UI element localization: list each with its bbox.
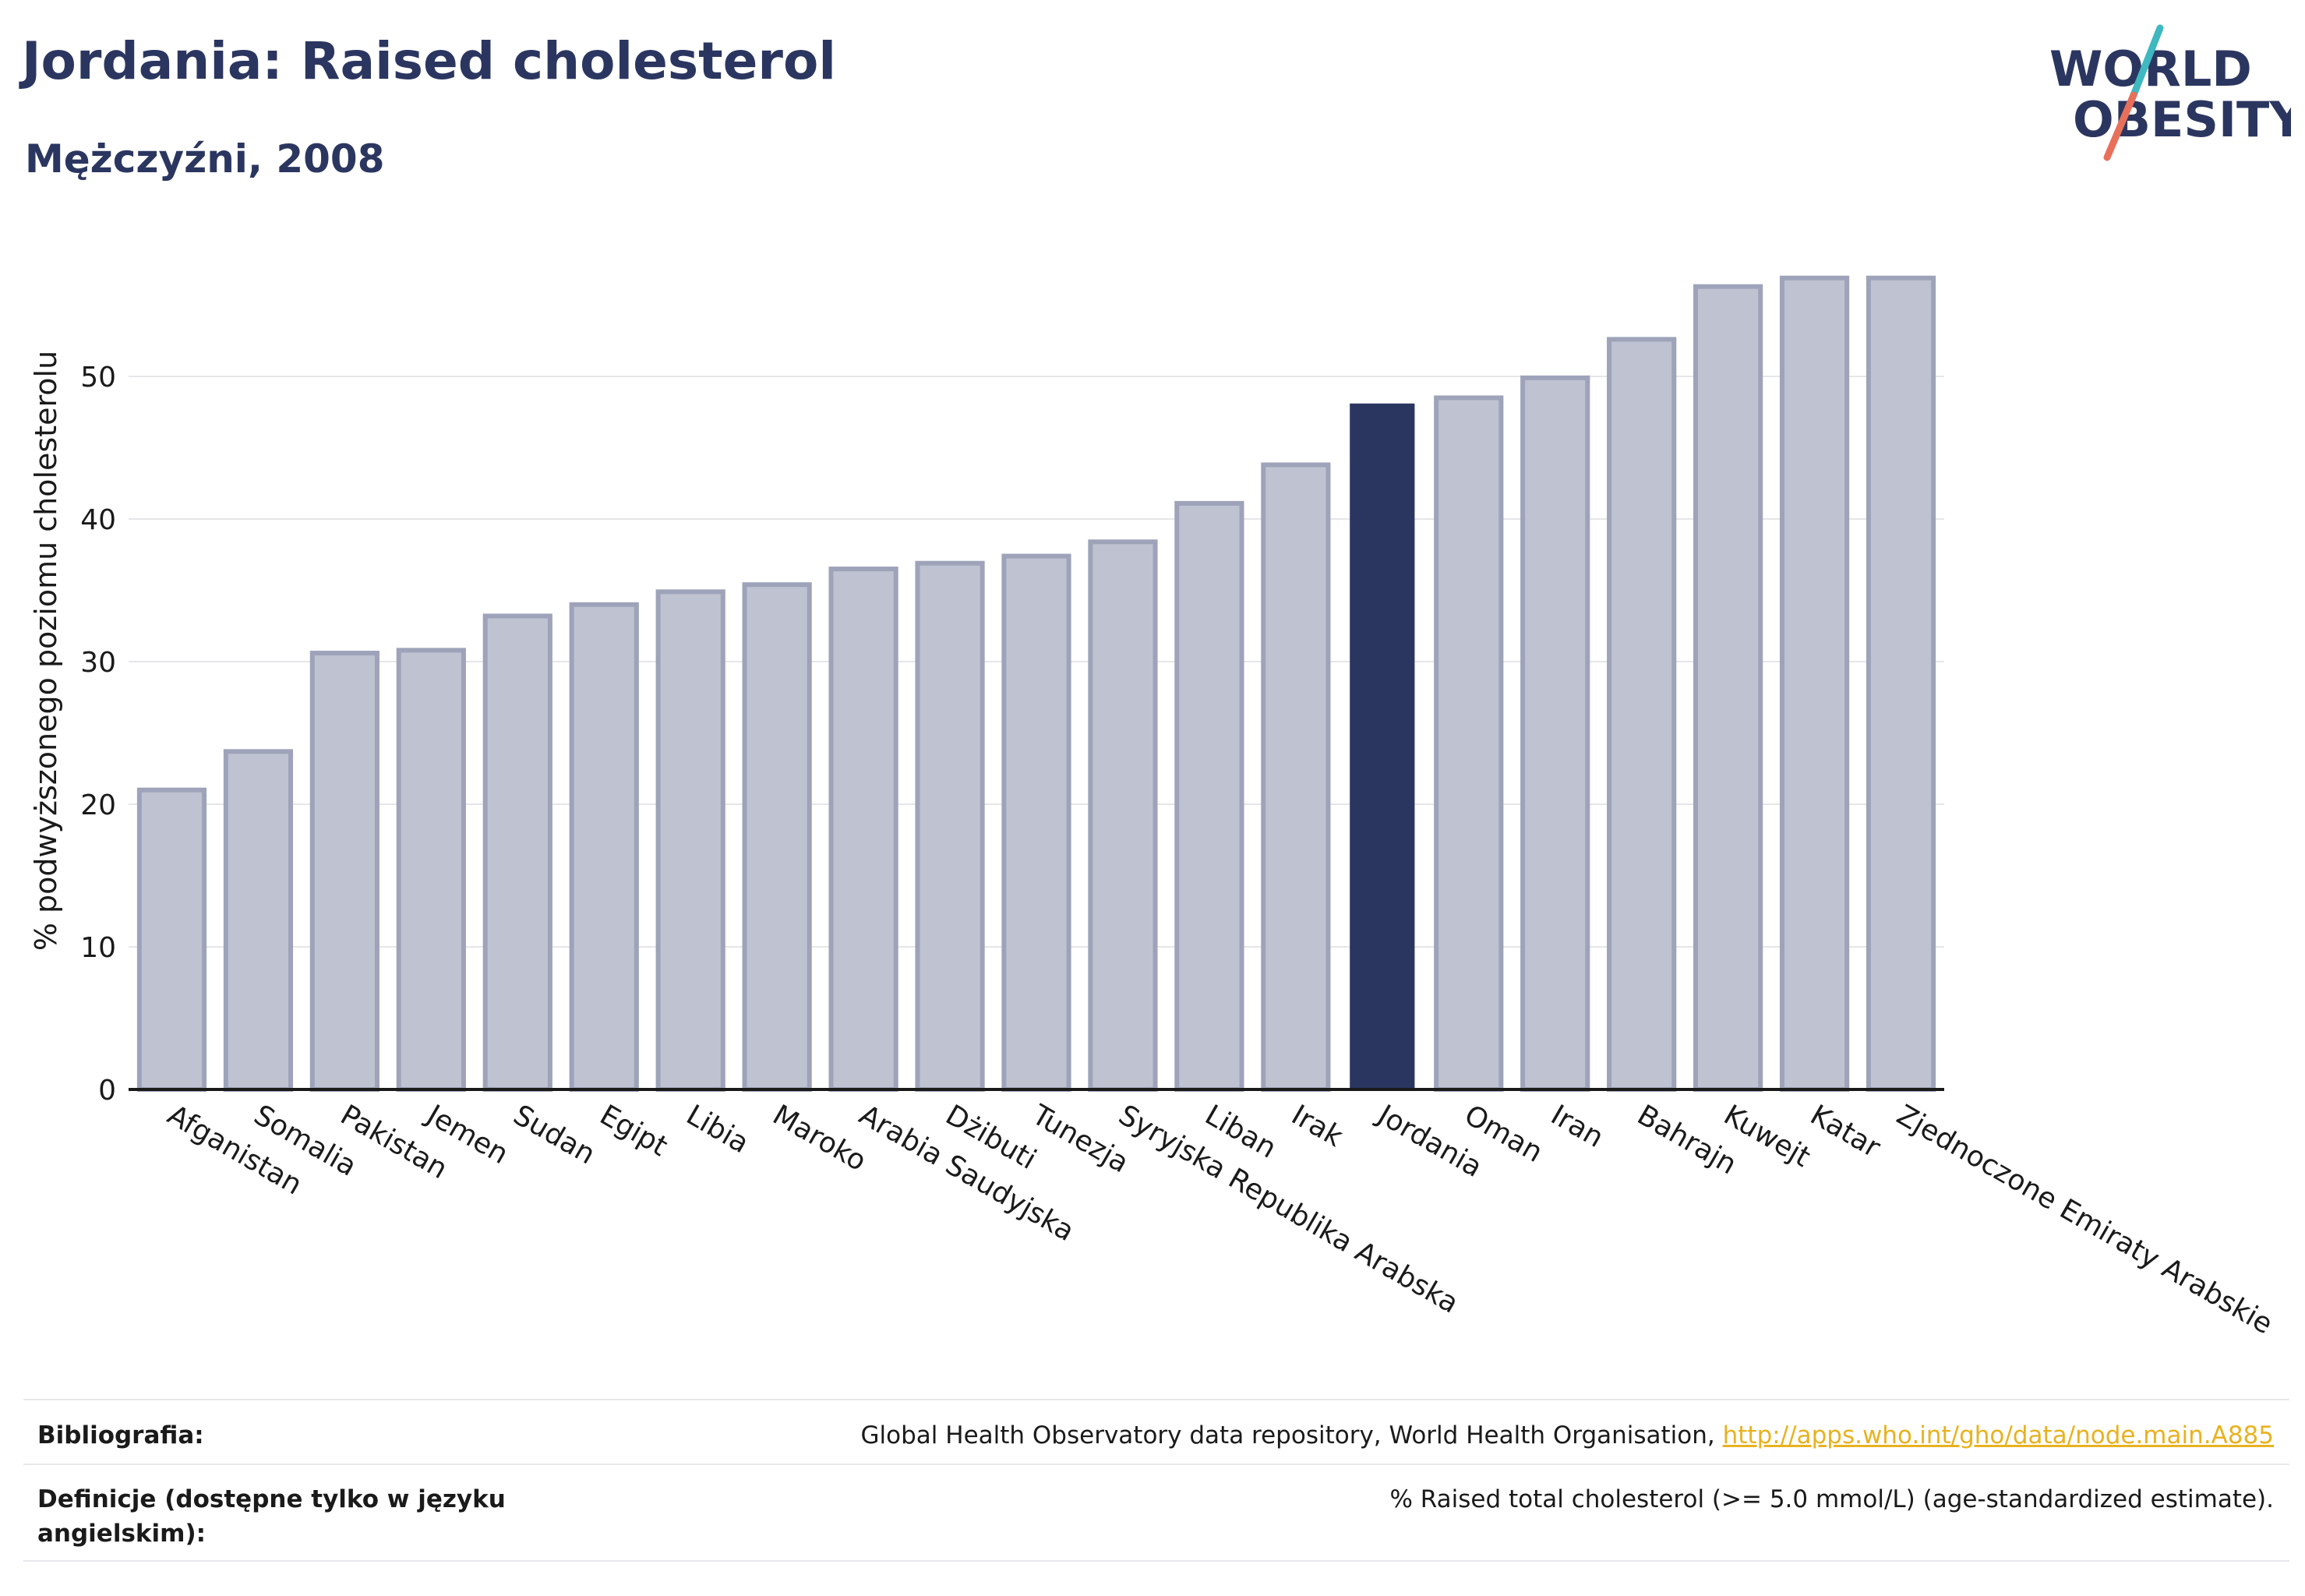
bar-liban[interactable] (1174, 500, 1244, 1092)
x-tick-label: Tunezja (1026, 1099, 1135, 1180)
bar-sudan[interactable] (482, 613, 552, 1092)
logo-slash-top (2130, 24, 2164, 99)
bar-somalia[interactable] (223, 749, 294, 1092)
bar-zjednoczone-emiraty-arabskie[interactable] (1866, 275, 1936, 1093)
bibliography-label: Bibliografia: (37, 1421, 204, 1449)
x-tick-label: Irak (1286, 1099, 1348, 1153)
bar-afganistan[interactable] (136, 787, 207, 1092)
bar-arabia-saudyjska[interactable] (828, 567, 898, 1092)
footer-divider-mid (23, 1464, 2289, 1465)
bar-egipt[interactable] (569, 602, 639, 1092)
definitions-label-line-2: angielskim): (37, 1520, 206, 1548)
y-tick-label: 50 (80, 362, 116, 394)
x-tick-label: Libia (681, 1099, 754, 1160)
definitions-label-line-1: Definicje (dostępne tylko w języku (37, 1485, 506, 1513)
definitions-value: % Raised total cholesterol (>= 5.0 mmol/… (1389, 1485, 2274, 1513)
definitions-label: Definicje (dostępne tylko w języku angie… (37, 1482, 506, 1551)
bar-dżibuti[interactable] (915, 560, 985, 1092)
world-obesity-logo[interactable]: WORLD OBESITY (2026, 23, 2291, 164)
footer-divider-bottom (23, 1560, 2289, 1562)
bar-pakistan[interactable] (309, 651, 379, 1092)
bar-syryjska-republika-arabska[interactable] (1088, 539, 1158, 1092)
y-tick-label: 20 (80, 789, 116, 821)
bars (136, 275, 1936, 1093)
bar-maroko[interactable] (742, 582, 812, 1092)
bar-oman[interactable] (1434, 395, 1504, 1092)
x-tick-label: Katar (1805, 1099, 1886, 1164)
bar-irak[interactable] (1261, 462, 1331, 1092)
bibliography-text: Global Health Observatory data repositor… (860, 1421, 1723, 1449)
y-tick-label: 40 (80, 504, 116, 536)
bar-kuwejt[interactable] (1693, 284, 1763, 1093)
footer-divider-top (23, 1399, 2289, 1400)
x-tick-label: Zjednoczone Emiraty Arabskie (1891, 1099, 2278, 1340)
x-tick-label: Maroko (768, 1099, 872, 1178)
bar-chart: 01020304050AfganistanSomaliaPakistanJeme… (29, 275, 2278, 1340)
x-tick-label: Bahrajn (1632, 1099, 1742, 1181)
logo-slash-bottom (2103, 91, 2137, 161)
y-tick-label: 30 (80, 647, 116, 679)
x-tick-label: Sudan (508, 1099, 601, 1171)
y-tick-label: 0 (98, 1075, 116, 1107)
y-axis-label: % podwyższonego poziomu cholesterolu (29, 351, 63, 951)
x-tick-label: Iran (1545, 1099, 1608, 1154)
x-tick-label: Egipt (595, 1099, 673, 1163)
bar-jemen[interactable] (396, 648, 466, 1092)
bar-tunezja[interactable] (1001, 553, 1071, 1092)
bar-libia[interactable] (655, 589, 725, 1092)
bar-katar[interactable] (1779, 275, 1850, 1093)
bar-jordania[interactable] (1350, 403, 1415, 1089)
chart-subtitle: Mężczyźni, 2008 (25, 136, 385, 182)
logo-line-2: OBESITY (2073, 91, 2291, 148)
y-tick-label: 10 (80, 932, 116, 964)
bibliography-value: Global Health Observatory data repositor… (861, 1418, 2274, 1453)
bibliography-link[interactable]: http://apps.who.int/gho/data/node.main.A… (1722, 1421, 2274, 1449)
chart-title: Jordania: Raised cholesterol (22, 31, 836, 91)
bar-bahrajn[interactable] (1607, 337, 1677, 1093)
bar-iran[interactable] (1520, 375, 1590, 1092)
